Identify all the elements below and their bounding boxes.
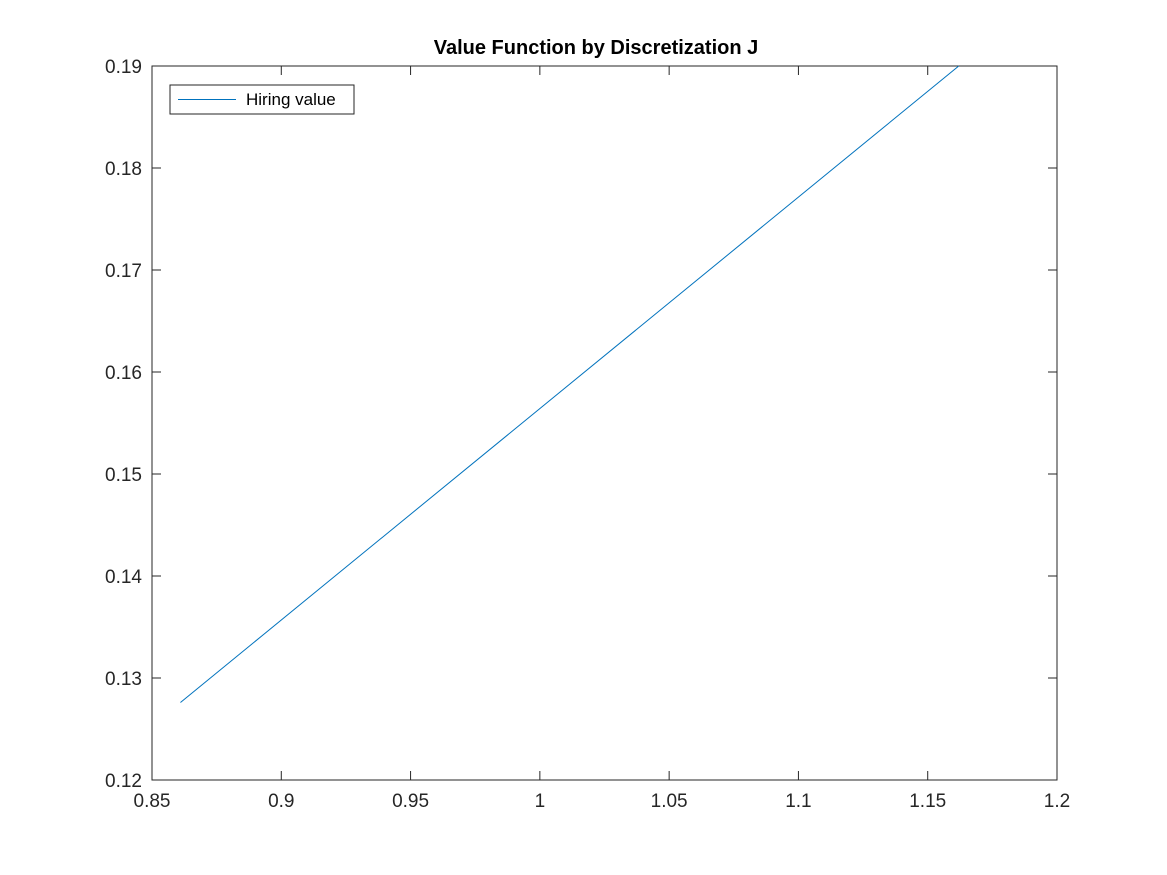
y-tick-label: 0.12 xyxy=(105,771,142,792)
x-axis-ticks: 0.85 0.9 0.95 1 1.05 1.1 1.15 1.2 xyxy=(134,66,1070,812)
y-tick-label: 0.14 xyxy=(105,567,142,588)
y-axis-ticks: 0.12 0.13 0.14 0.15 0.16 0.17 0.18 0.19 xyxy=(105,57,1057,792)
y-tick-label: 0.18 xyxy=(105,159,142,180)
x-tick-label: 1.05 xyxy=(651,791,688,812)
x-tick-label: 1.15 xyxy=(909,791,946,812)
x-tick-label: 1.2 xyxy=(1044,791,1070,812)
chart-title: Value Function by Discretization J xyxy=(434,37,759,59)
legend-entry-hiring-value: Hiring value xyxy=(246,90,336,109)
axes-box xyxy=(151,65,1058,781)
x-tick-label: 0.9 xyxy=(268,791,294,812)
x-tick-label: 0.95 xyxy=(392,791,429,812)
x-tick-label: 0.85 xyxy=(134,791,171,812)
legend: Hiring value xyxy=(169,84,355,115)
x-tick-label: 1 xyxy=(535,791,546,812)
x-tick-label: 1.1 xyxy=(785,791,811,812)
series-line-hiring-value xyxy=(180,65,960,703)
series-layer xyxy=(180,65,960,703)
y-tick-label: 0.15 xyxy=(105,465,142,486)
y-tick-label: 0.19 xyxy=(105,57,142,78)
plot-area xyxy=(151,65,1058,781)
y-tick-label: 0.16 xyxy=(105,363,142,384)
y-tick-label: 0.17 xyxy=(105,261,142,282)
y-tick-label: 0.13 xyxy=(105,669,142,690)
